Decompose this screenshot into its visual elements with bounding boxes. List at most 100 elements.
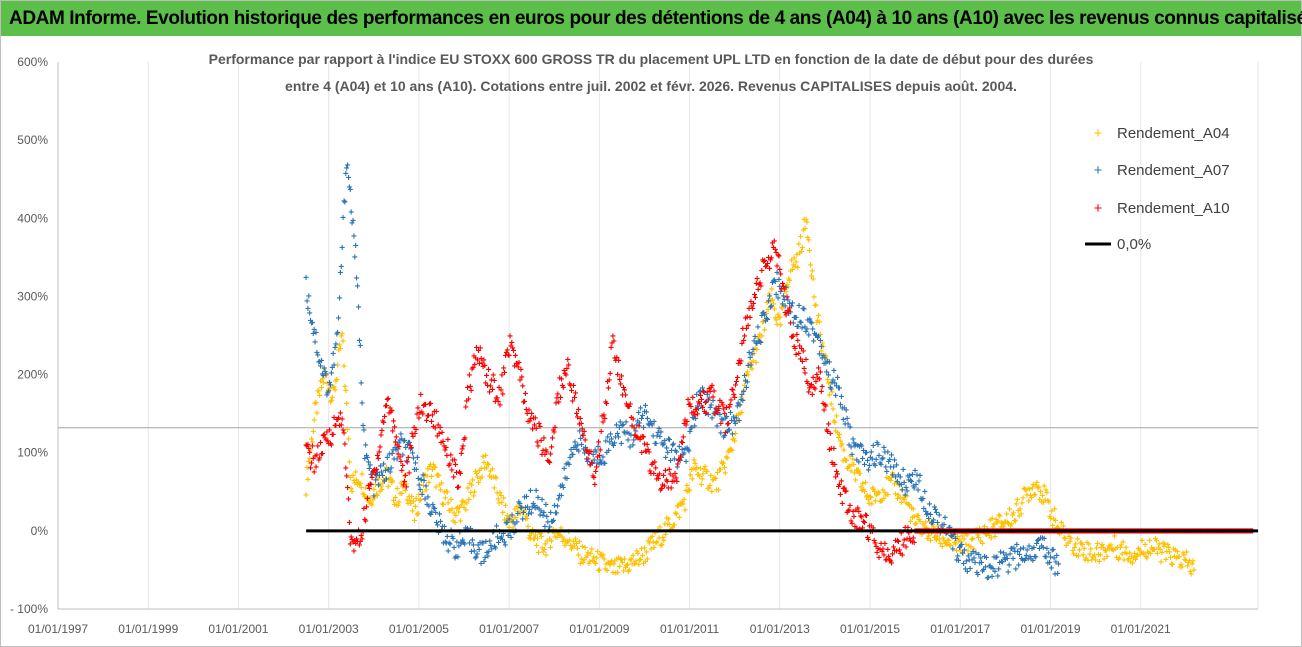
- data-point: +: [424, 472, 430, 483]
- data-point: +: [758, 338, 764, 349]
- data-point: +: [524, 514, 530, 525]
- data-point: +: [1191, 566, 1197, 577]
- data-point: +: [724, 454, 730, 465]
- legend-label-zero: 0,0%: [1117, 236, 1151, 253]
- data-point: +: [837, 436, 843, 447]
- data-point: +: [858, 482, 864, 493]
- data-point: +: [596, 566, 602, 577]
- data-point: +: [882, 488, 888, 499]
- data-point: +: [373, 480, 379, 491]
- data-point: +: [588, 549, 594, 560]
- data-point: +: [423, 482, 429, 493]
- data-point: +: [800, 226, 806, 237]
- data-point: +: [662, 520, 668, 531]
- data-point: +: [715, 468, 721, 479]
- data-point: +: [415, 509, 421, 520]
- data-point: +: [397, 489, 403, 500]
- data-point: +: [613, 569, 619, 580]
- data-point: +: [570, 543, 576, 554]
- data-point: +: [843, 486, 849, 497]
- data-point: +: [862, 487, 868, 498]
- data-point: +: [307, 454, 313, 465]
- data-point: +: [673, 509, 679, 520]
- data-point: +: [405, 499, 411, 510]
- data-point: +: [306, 292, 312, 303]
- y-tick-label: 0%: [31, 524, 49, 538]
- data-point: +: [714, 485, 720, 496]
- data-point: +: [625, 567, 631, 578]
- data-point: +: [436, 471, 442, 482]
- data-point: +: [374, 465, 380, 476]
- data-point: +: [775, 310, 781, 321]
- data-point: +: [313, 398, 319, 409]
- data-point: +: [896, 481, 902, 492]
- data-point: +: [773, 315, 779, 326]
- data-point: +: [841, 446, 847, 457]
- data-point: +: [601, 554, 607, 565]
- data-point: +: [678, 452, 684, 463]
- data-point: +: [389, 406, 395, 417]
- data-point: +: [845, 464, 851, 475]
- data-point: +: [713, 474, 719, 485]
- data-point: +: [350, 216, 356, 227]
- data-point: +: [378, 482, 384, 493]
- data-point: +: [688, 471, 694, 482]
- data-point: +: [490, 473, 496, 484]
- data-point: +: [411, 516, 417, 527]
- data-point: +: [872, 497, 878, 508]
- data-point: +: [776, 313, 782, 324]
- data-point: +: [357, 479, 363, 490]
- data-point: +: [643, 547, 649, 558]
- data-point: +: [895, 491, 901, 502]
- data-point: +: [890, 469, 896, 480]
- data-point: +: [538, 532, 544, 543]
- data-point: +: [734, 411, 740, 422]
- data-point: +: [619, 371, 625, 382]
- data-point: +: [771, 305, 777, 316]
- data-point: +: [619, 555, 625, 566]
- data-point: +: [487, 467, 493, 478]
- data-point: +: [412, 502, 418, 513]
- data-point: +: [696, 470, 702, 481]
- data-point: +: [566, 360, 572, 371]
- data-point: +: [784, 280, 790, 291]
- data-point: +: [422, 470, 428, 481]
- data-point: +: [599, 552, 605, 563]
- data-point: +: [468, 488, 474, 499]
- data-point: +: [537, 422, 543, 433]
- data-point: +: [319, 383, 325, 394]
- data-point: +: [698, 480, 704, 491]
- data-point: +: [787, 276, 793, 287]
- data-point: +: [765, 305, 771, 316]
- data-point: +: [856, 469, 862, 480]
- data-point: +: [809, 267, 815, 278]
- data-point: +: [682, 505, 688, 516]
- data-point: +: [787, 303, 793, 314]
- data-point: +: [420, 481, 426, 492]
- data-point: +: [679, 498, 685, 509]
- data-point: +: [469, 481, 475, 492]
- data-point: +: [359, 470, 365, 481]
- x-tick-label: 01/01/2015: [840, 622, 900, 636]
- data-point: +: [616, 356, 622, 367]
- data-point: +: [396, 442, 402, 453]
- data-point: +: [575, 551, 581, 562]
- data-point: +: [344, 472, 350, 483]
- data-point: +: [798, 232, 804, 243]
- data-point: +: [887, 474, 893, 485]
- data-point: +: [654, 537, 660, 548]
- data-point: +: [420, 488, 426, 499]
- data-point: +: [620, 558, 626, 569]
- data-point: +: [826, 378, 832, 389]
- data-point: +: [348, 484, 354, 495]
- data-point: +: [345, 483, 351, 494]
- data-point: +: [891, 470, 897, 481]
- data-point: +: [444, 488, 450, 499]
- data-point: +: [621, 567, 627, 578]
- data-point: +: [851, 460, 857, 471]
- data-point: +: [910, 504, 916, 515]
- data-point: +: [803, 215, 809, 226]
- data-point: +: [456, 483, 462, 494]
- data-point: +: [672, 509, 678, 520]
- data-point: +: [595, 547, 601, 558]
